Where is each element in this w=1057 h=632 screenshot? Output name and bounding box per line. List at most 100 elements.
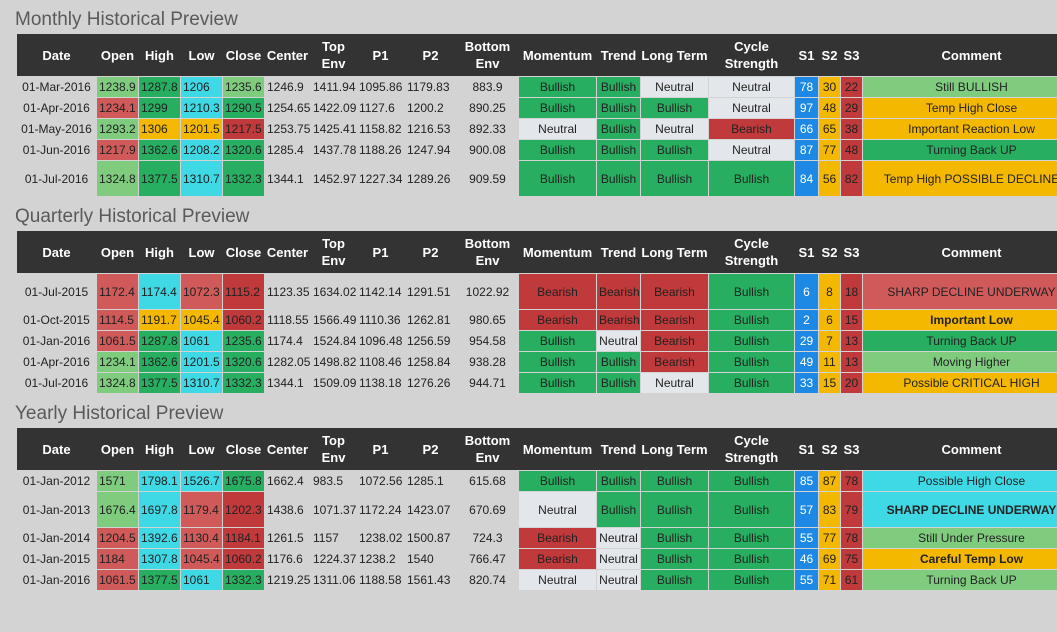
cell-p1: 1142.14 [356,273,405,310]
cell-comment: SHARP DECLINE UNDERWAY [862,491,1057,528]
cell-low: 1526.7 [180,470,223,492]
cell-s2: 65 [818,118,841,140]
cell-bottom-env: 890.25 [456,97,519,119]
cell-center: 1344.1 [264,160,311,197]
cell-high: 1174.4 [138,273,181,310]
cell-s1: 49 [794,351,819,373]
cell-center: 1282.05 [264,351,311,373]
column-header-low: Low [180,428,223,471]
cell-s2: 8 [818,273,841,310]
cell-long-term: Bullish [640,470,709,492]
cell-top-env: 983.5 [310,470,357,492]
column-header-top-env: Top Env [310,34,357,77]
cell-trend: Bearish [596,273,641,310]
column-header-high: High [138,428,181,471]
cell-cycle-strength: Neutral [708,97,795,119]
cell-momentum: Bearish [518,309,597,331]
cell-p1: 1188.26 [356,139,405,161]
cell-p2: 1423.07 [404,491,457,528]
table-row: 01-May-2016 1293.2 1306 1201.5 1217.5 1253.75… [16,118,1057,140]
cell-high: 1377.5 [138,160,181,197]
table-row: 01-Apr-2016 1234.1 1362.6 1201.5 1320.6 1282.… [16,351,1057,373]
cell-comment: Important Reaction Low [862,118,1057,140]
column-header-s3: S3 [840,428,863,471]
cell-long-term: Bearish [640,309,709,331]
column-header-low: Low [180,231,223,274]
column-header-open: Open [96,231,139,274]
cell-trend: Bullish [596,470,641,492]
column-header-close: Close [222,34,265,77]
cell-long-term: Bullish [640,527,709,549]
column-header-momentum: Momentum [518,231,597,274]
cell-high: 1377.5 [138,569,181,591]
cell-s3: 18 [840,273,863,310]
cell-trend: Neutral [596,527,641,549]
cell-p2: 1200.2 [404,97,457,119]
cell-top-env: 1224.37 [310,548,357,570]
cell-open: 1061.5 [96,330,139,352]
cell-date: 01-Jul-2016 [16,160,97,197]
cell-close: 1217.5 [222,118,265,140]
cell-high: 1362.6 [138,351,181,373]
cell-bottom-env: 883.9 [456,76,519,98]
cell-p1: 1158.82 [356,118,405,140]
yearly-historical-preview-title: Yearly Historical Preview [15,403,224,424]
cell-p1: 1110.36 [356,309,405,331]
cell-top-env: 1452.97 [310,160,357,197]
monthly-historical-preview-table: Date Open High Low Close Center Top Env P1 P2 Bot… [16,34,1057,197]
cell-high: 1697.8 [138,491,181,528]
cell-top-env: 1498.82 [310,351,357,373]
table-row: 01-Oct-2015 1114.5 1191.7 1045.4 1060.2 1118.… [16,309,1057,331]
cell-s3: 75 [840,548,863,570]
cell-long-term: Bearish [640,273,709,310]
cell-s1: 66 [794,118,819,140]
cell-low: 1130.4 [180,527,223,549]
table-row: 01-Mar-2016 1238.9 1287.8 1206 1235.6 1246.9 1… [16,76,1057,98]
cell-top-env: 1437.78 [310,139,357,161]
cell-s2: 77 [818,527,841,549]
cell-cycle-strength: Bullish [708,309,795,331]
column-header-high: High [138,34,181,77]
cell-s1: 29 [794,330,819,352]
cell-momentum: Bearish [518,548,597,570]
cell-long-term: Neutral [640,372,709,394]
cell-momentum: Bullish [518,351,597,373]
cell-cycle-strength: Neutral [708,76,795,98]
column-header-s2: S2 [818,34,841,77]
column-header-momentum: Momentum [518,34,597,77]
table-row: 01-Jun-2016 1217.9 1362.6 1208.2 1320.6 1285.… [16,139,1057,161]
cell-s2: 87 [818,470,841,492]
cell-comment: SHARP DECLINE UNDERWAY [862,273,1057,310]
cell-s2: 6 [818,309,841,331]
column-header-p1: P1 [356,231,405,274]
cell-center: 1118.55 [264,309,311,331]
quarterly-historical-preview-title: Quarterly Historical Preview [15,206,250,227]
cell-high: 1377.5 [138,372,181,394]
cell-momentum: Bullish [518,139,597,161]
cell-trend: Bullish [596,372,641,394]
cell-comment: Possible CRITICAL HIGH [862,372,1057,394]
cell-close: 1060.2 [222,548,265,570]
column-header-momentum: Momentum [518,428,597,471]
cell-p1: 1227.34 [356,160,405,197]
cell-low: 1201.5 [180,118,223,140]
cell-center: 1219.25 [264,569,311,591]
cell-high: 1307.8 [138,548,181,570]
column-header-comment: Comment [862,231,1057,274]
cell-trend: Neutral [596,548,641,570]
cell-top-env: 1157 [310,527,357,549]
cell-s1: 87 [794,139,819,161]
cell-s1: 84 [794,160,819,197]
column-header-center: Center [264,34,311,77]
cell-p1: 1095.86 [356,76,405,98]
cell-top-env: 1425.41 [310,118,357,140]
cell-trend: Bullish [596,76,641,98]
cell-open: 1114.5 [96,309,139,331]
cell-s1: 46 [794,548,819,570]
cell-s3: 22 [840,76,863,98]
table-row: 01-Jan-2014 1204.5 1392.6 1130.4 1184.1 1261.… [16,527,1057,549]
cell-cycle-strength: Bullish [708,491,795,528]
cell-cycle-strength: Bullish [708,160,795,197]
cell-s3: 29 [840,97,863,119]
cell-low: 1310.7 [180,160,223,197]
